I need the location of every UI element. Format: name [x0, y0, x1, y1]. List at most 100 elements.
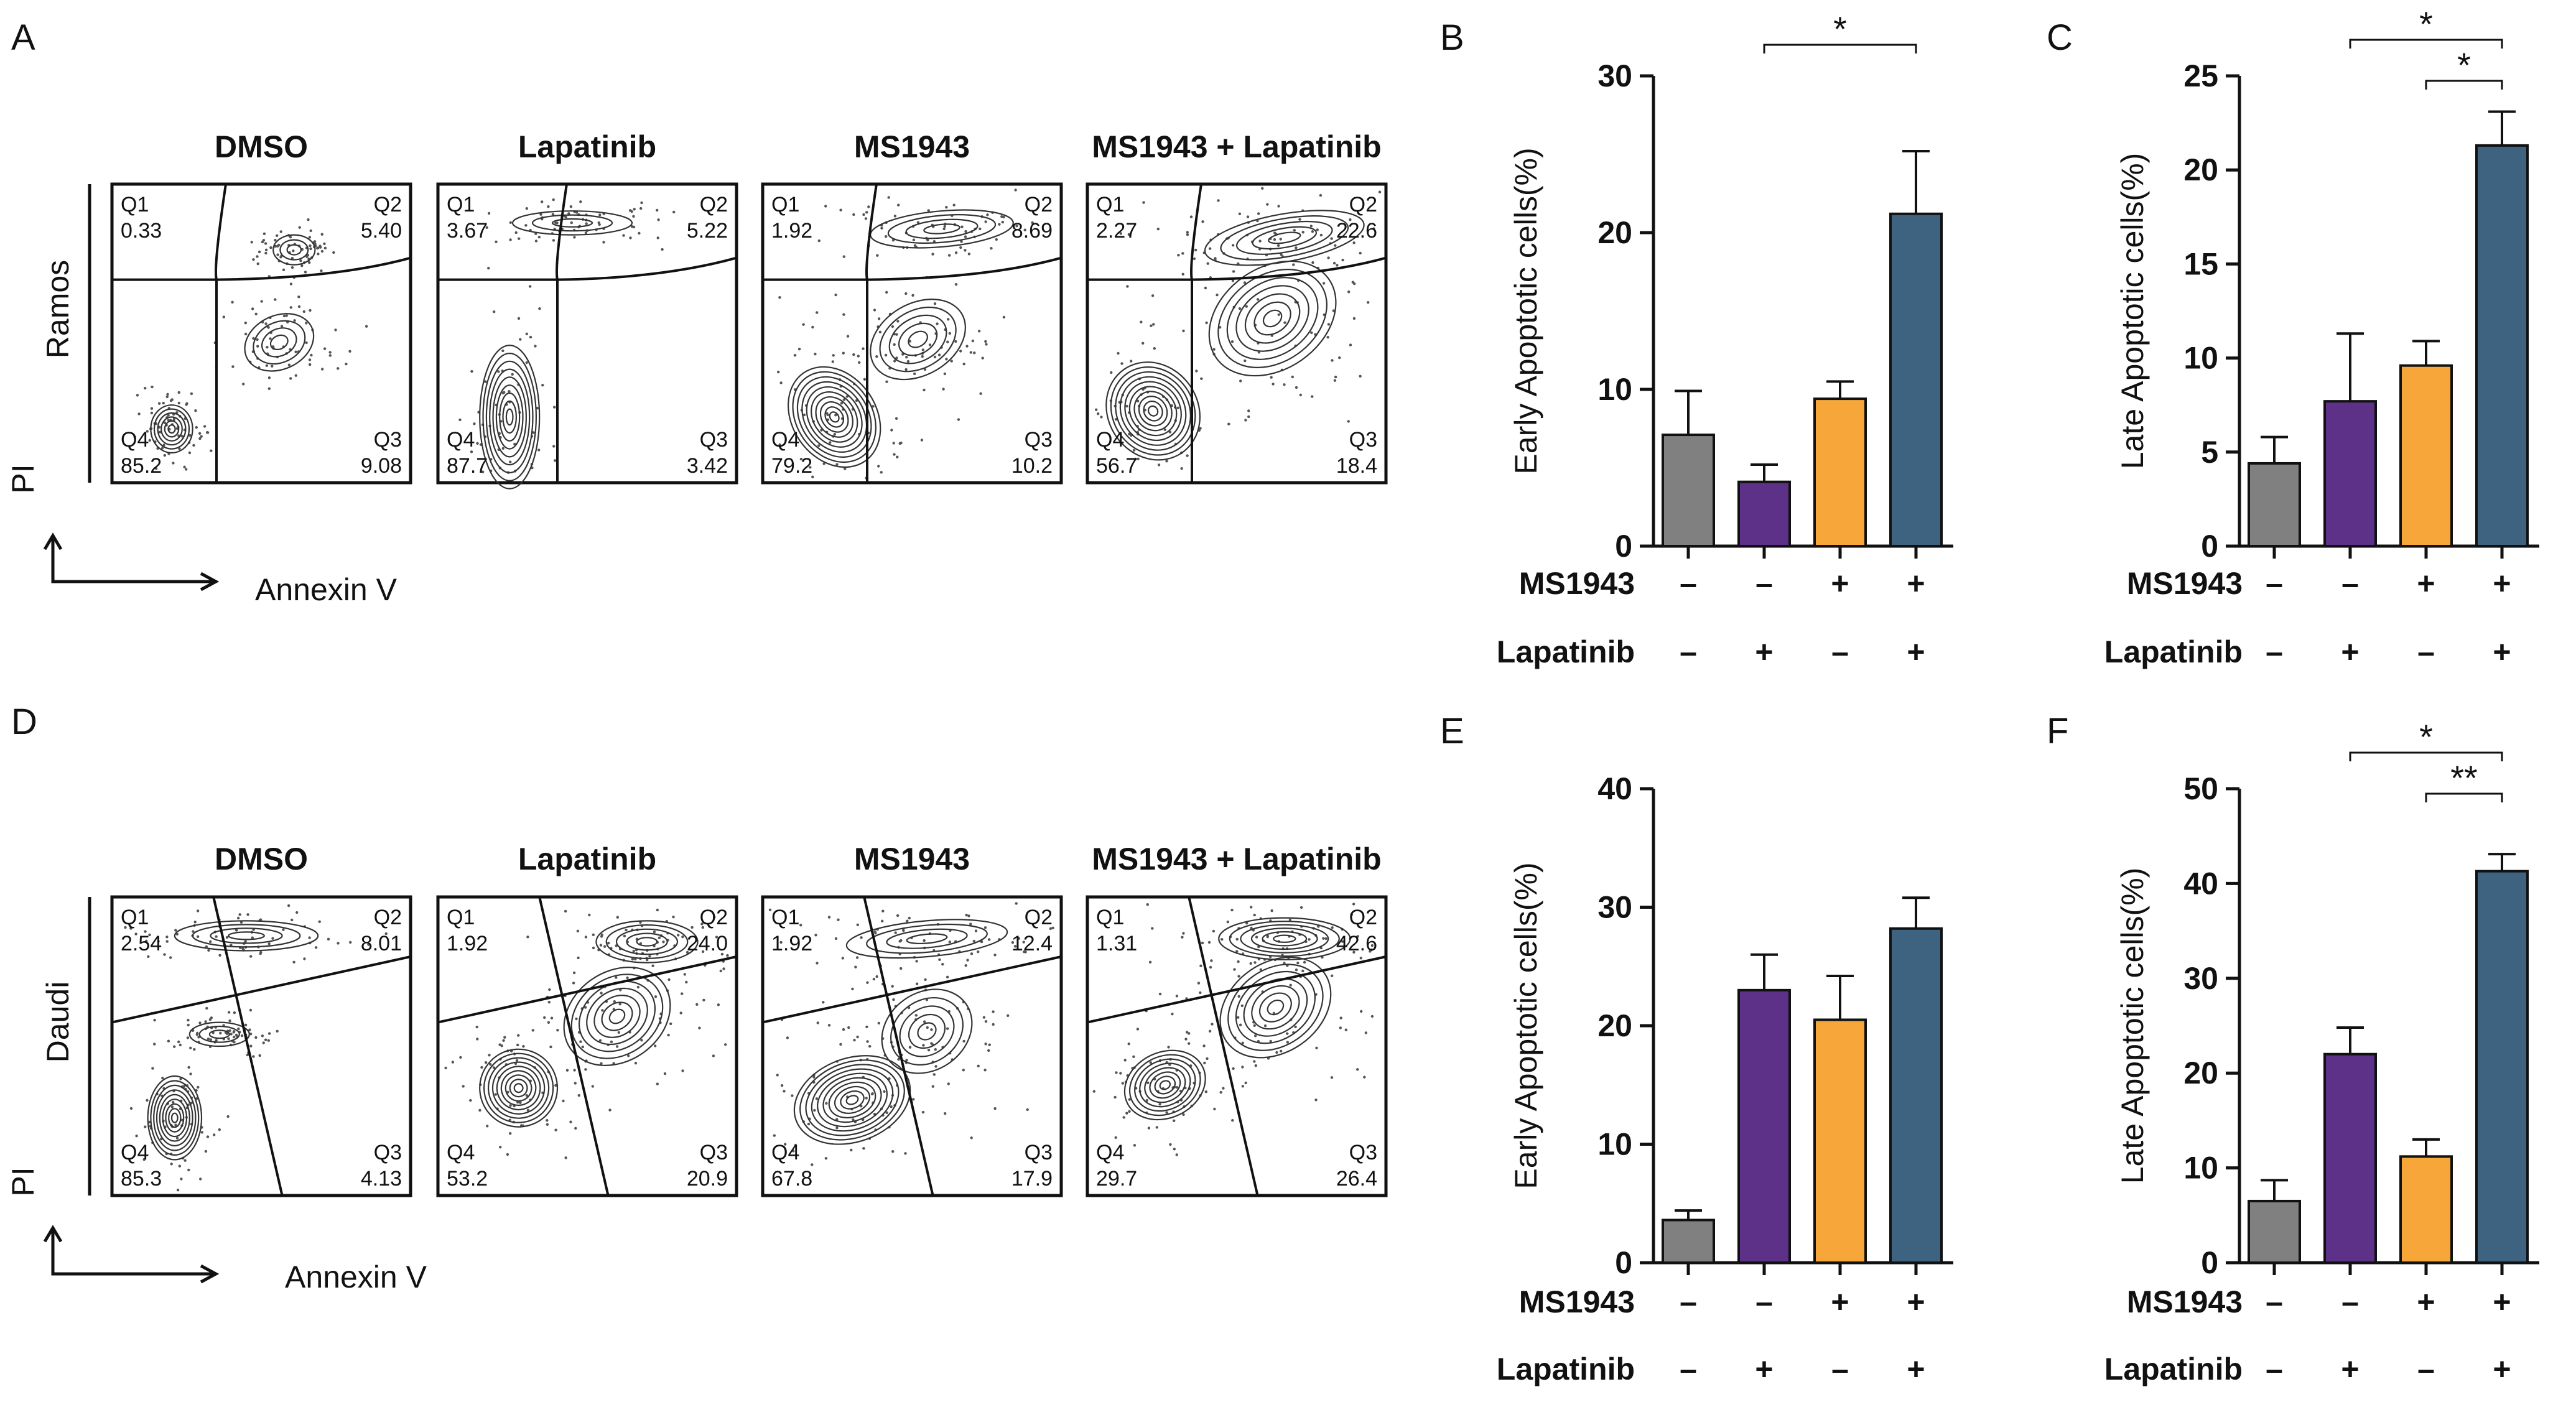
- y-tick-label: 5: [2201, 435, 2218, 470]
- significance-bracket: [2349, 751, 2503, 761]
- flow-plot-3: MS1943 + Lapatinib Q1 1.31 Q2 42.6 Q3 26.4 Q4 29…: [1086, 842, 1388, 1197]
- quadrant-label: Q3: [1349, 1141, 1377, 1164]
- bar-chart-c: C 0 5 10 15 20 25 Late Apoptotic cells(%) * * MS19…: [2047, 4, 2539, 669]
- treatment-sign: +: [2417, 1284, 2435, 1319]
- flow-plot-title: MS1943: [854, 842, 970, 876]
- bar-0: [2248, 462, 2301, 547]
- y-tick-label: 0: [2201, 529, 2218, 564]
- treatment-sign: –: [1831, 634, 1849, 669]
- quadrant-value: 8.01: [361, 932, 402, 955]
- density-contours: [793, 919, 1008, 1145]
- quadrant-label: Q1: [447, 906, 475, 929]
- flow-plot-1: Lapatinib Q1 1.92 Q2 24.0 Q3 20.9 Q4 53.2: [436, 842, 738, 1197]
- error-bar-2: [1826, 380, 1854, 399]
- quadrant-value: 1.92: [771, 219, 812, 243]
- error-bar-3: [1902, 896, 1930, 929]
- quadrant-label: Q3: [700, 428, 728, 452]
- quadrant-value: 29.7: [1096, 1167, 1137, 1191]
- bar-chart-b: B 0 10 20 30 Early Apoptotic cells(%) * MS1943 –…: [1440, 9, 1953, 669]
- error-bar-3: [2488, 110, 2516, 146]
- arrow-head-up: [43, 532, 63, 550]
- gate-horizontal: [763, 256, 1062, 281]
- quadrant-value: 3.67: [447, 219, 488, 243]
- gate-horizontal: [1087, 955, 1387, 1024]
- panel-letter-b: B: [1440, 17, 1464, 58]
- bar-chart-e: E 0 10 20 30 40 Early Apoptotic cells(%) MS1943…: [1440, 711, 1953, 1386]
- annexin-axis-label: Annexin V: [255, 572, 398, 607]
- y-tick-label: 0: [2201, 1245, 2218, 1280]
- gate-horizontal: [1087, 256, 1387, 281]
- bar-1: [1737, 988, 1791, 1264]
- significance-bracket: [2349, 39, 2503, 49]
- treatment-sign: –: [2341, 566, 2359, 601]
- significance-marker: **: [2450, 758, 2478, 797]
- quadrant-label: Q2: [1349, 906, 1377, 929]
- quadrant-value: 1.92: [447, 932, 488, 955]
- bar-0: [1662, 434, 1715, 548]
- y-tick-label: 20: [1597, 215, 1632, 250]
- treatment-sign: +: [2417, 566, 2435, 601]
- quadrant-label: Q1: [771, 193, 799, 216]
- panel-letter-a: A: [11, 17, 35, 58]
- treatment-sign: –: [2266, 566, 2283, 601]
- quadrant-label: Q3: [1025, 1141, 1053, 1164]
- quadrant-label: Q4: [121, 428, 149, 452]
- panel-letter-d: D: [11, 702, 37, 742]
- quadrant-value: 56.7: [1096, 454, 1137, 478]
- cell-line-label: Ramos: [40, 260, 75, 358]
- quadrant-label: Q4: [771, 1141, 799, 1164]
- annexin-axis-label: Annexin V: [285, 1260, 427, 1294]
- quadrant-label: Q1: [771, 906, 799, 929]
- density-contours: [1105, 210, 1365, 461]
- quadrant-label: Q1: [1096, 193, 1124, 216]
- flow-plot-title: MS1943 + Lapatinib: [1092, 129, 1381, 164]
- gate-horizontal: [437, 955, 737, 1024]
- treatment-sign: +: [1831, 566, 1849, 601]
- treatment-label: MS1943: [1519, 566, 1635, 601]
- density-contours: [788, 209, 1014, 468]
- arrow-head-up: [43, 1225, 63, 1243]
- quadrant-value: 5.40: [361, 219, 402, 243]
- quadrant-label: Q1: [121, 906, 149, 929]
- quadrant-value: 26.4: [1336, 1167, 1377, 1191]
- y-tick-label: 10: [2183, 1151, 2218, 1186]
- quadrant-value: 3.42: [687, 454, 728, 478]
- treatment-label: Lapatinib: [2104, 634, 2243, 669]
- treatment-label: MS1943: [1519, 1284, 1635, 1319]
- bar-3: [1889, 212, 1943, 547]
- significance-bracket: [1763, 44, 1917, 53]
- flow-plot-title: MS1943 + Lapatinib: [1092, 842, 1381, 876]
- quadrant-label: Q4: [447, 1141, 475, 1164]
- significance-marker: *: [1833, 9, 1847, 49]
- treatment-sign: +: [1907, 1352, 1925, 1386]
- treatment-sign: +: [1907, 566, 1925, 601]
- y-tick-label: 40: [2183, 866, 2218, 901]
- y-axis-label: Early Apoptotic cells(%): [1509, 147, 1543, 474]
- quadrant-value: 1.31: [1096, 932, 1137, 955]
- y-tick-label: 30: [1597, 890, 1632, 925]
- density-contours: [147, 920, 319, 1161]
- error-bar-3: [1902, 149, 1930, 214]
- quadrant-label: Q3: [374, 1141, 402, 1164]
- treatment-sign: +: [1907, 1284, 1925, 1319]
- quadrant-label: Q4: [121, 1141, 149, 1164]
- flow-plot-title: DMSO: [215, 129, 308, 164]
- arrow-head-right: [200, 572, 220, 592]
- axis-arrow: [51, 538, 215, 583]
- significance-marker: *: [2419, 4, 2433, 44]
- flow-plot-title: Lapatinib: [518, 129, 656, 164]
- quadrant-value: 24.0: [687, 932, 728, 955]
- treatment-sign: –: [1680, 634, 1697, 669]
- quadrant-value: 20.9: [687, 1167, 728, 1191]
- y-tick-label: 10: [1597, 1127, 1632, 1162]
- quadrant-label: Q4: [771, 428, 799, 452]
- gate-horizontal: [112, 256, 411, 281]
- treatment-sign: –: [1680, 1284, 1697, 1319]
- flow-plot-title: MS1943: [854, 129, 970, 164]
- density-contours: [479, 210, 633, 490]
- gate-vertical: [1188, 896, 1259, 1196]
- treatment-sign: +: [1907, 634, 1925, 669]
